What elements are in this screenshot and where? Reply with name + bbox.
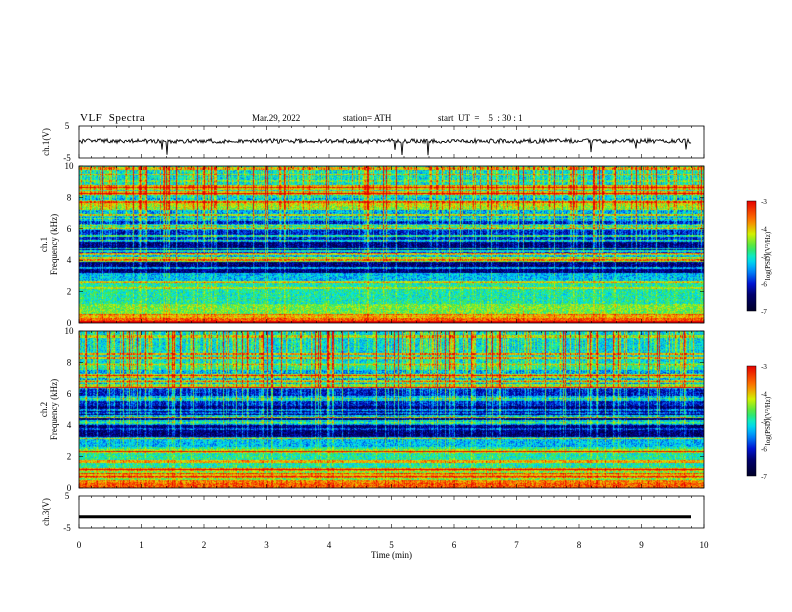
s2-ytick-label: 0 <box>67 483 72 493</box>
x-axis-label: Time (min) <box>371 550 412 560</box>
s1-ytick-label: 6 <box>67 224 72 234</box>
xtick-label: 8 <box>577 540 582 550</box>
xtick-label: 4 <box>327 540 332 550</box>
s1-ytick-label: 8 <box>67 192 72 202</box>
xtick-label: 5 <box>389 540 394 550</box>
s1-colorbar <box>746 200 757 312</box>
ch2-spectrogram-image <box>79 331 704 488</box>
s1-colorbar-tick: -3 <box>761 198 767 206</box>
xtick-label: 0 <box>77 540 82 550</box>
s1-colorbar-tick: -5 <box>761 253 767 261</box>
spectrogram-layer <box>79 166 704 488</box>
xtick-label: 2 <box>202 540 207 550</box>
ch1-ytick-label: -5 <box>63 153 71 163</box>
s2-colorbar-tick: -4 <box>761 391 767 399</box>
station-label: station= ATH <box>343 113 392 123</box>
s2-colorbar-tick: -6 <box>761 446 767 454</box>
ch3-ytick-label: 5 <box>65 491 70 501</box>
xtick-label: 1 <box>139 540 144 550</box>
s2-colorbar-tick: -7 <box>761 473 767 481</box>
ch3-frame <box>78 495 705 529</box>
s1-colorbar-tick: -4 <box>761 226 767 234</box>
s2-ylabel: Frequency (kHz) <box>49 379 59 440</box>
s2-ytick-label: 8 <box>67 357 72 367</box>
s2-channel-label: ch.2 <box>39 402 49 417</box>
xtick-label: 7 <box>514 540 519 550</box>
xtick-label: 3 <box>264 540 269 550</box>
s1-ylabel: Frequency (kHz) <box>49 214 59 275</box>
s2-ytick-label: 6 <box>67 389 72 399</box>
s1-colorbar-tick: -6 <box>761 281 767 289</box>
s2-ytick-label: 4 <box>67 420 72 430</box>
ch3-ytick-label: -5 <box>63 523 71 533</box>
date-label: Mar.29, 2022 <box>252 113 301 123</box>
ch1-ytick-label: 5 <box>65 121 70 131</box>
s2-colorbar-label: log(PSD)(V²/Hz) <box>764 396 772 445</box>
s2-colorbar-tick: -5 <box>761 418 767 426</box>
s2-ytick-label: 2 <box>67 452 72 462</box>
s1-ytick-label: 0 <box>67 318 72 328</box>
s1-ytick-label: 2 <box>67 287 72 297</box>
xtick-label: 9 <box>639 540 644 550</box>
ch3-ylabel: ch.3(V) <box>41 498 51 526</box>
s1-colorbar-tick: -7 <box>761 308 767 316</box>
s1-channel-label: ch.1 <box>39 237 49 252</box>
ch1-trace <box>78 137 692 156</box>
s2-ytick-label: 10 <box>65 326 75 336</box>
s1-colorbar-label: log(PSD)(V²/Hz) <box>764 231 772 280</box>
ch1-spectrogram-image <box>79 166 704 323</box>
s1-ytick-label: 4 <box>67 255 72 265</box>
xtick-label: 6 <box>452 540 457 550</box>
colorbar-layer: -3 -4 -5 -6 -7 log(PSD)(V²/Hz) -3 -4 -5 -6 -7 log(P… <box>746 198 772 481</box>
xtick-label: 10 <box>700 540 710 550</box>
s1-ytick-label: 10 <box>65 161 75 171</box>
chart-title: VLF Spectra <box>80 112 146 124</box>
start-time-label: start UT = 5 : 30 : 1 <box>438 113 523 123</box>
s2-colorbar <box>746 365 757 477</box>
trace-layer <box>78 137 692 519</box>
ch1-ylabel: ch.1(V) <box>41 128 51 156</box>
s2-colorbar-tick: -3 <box>761 363 767 371</box>
